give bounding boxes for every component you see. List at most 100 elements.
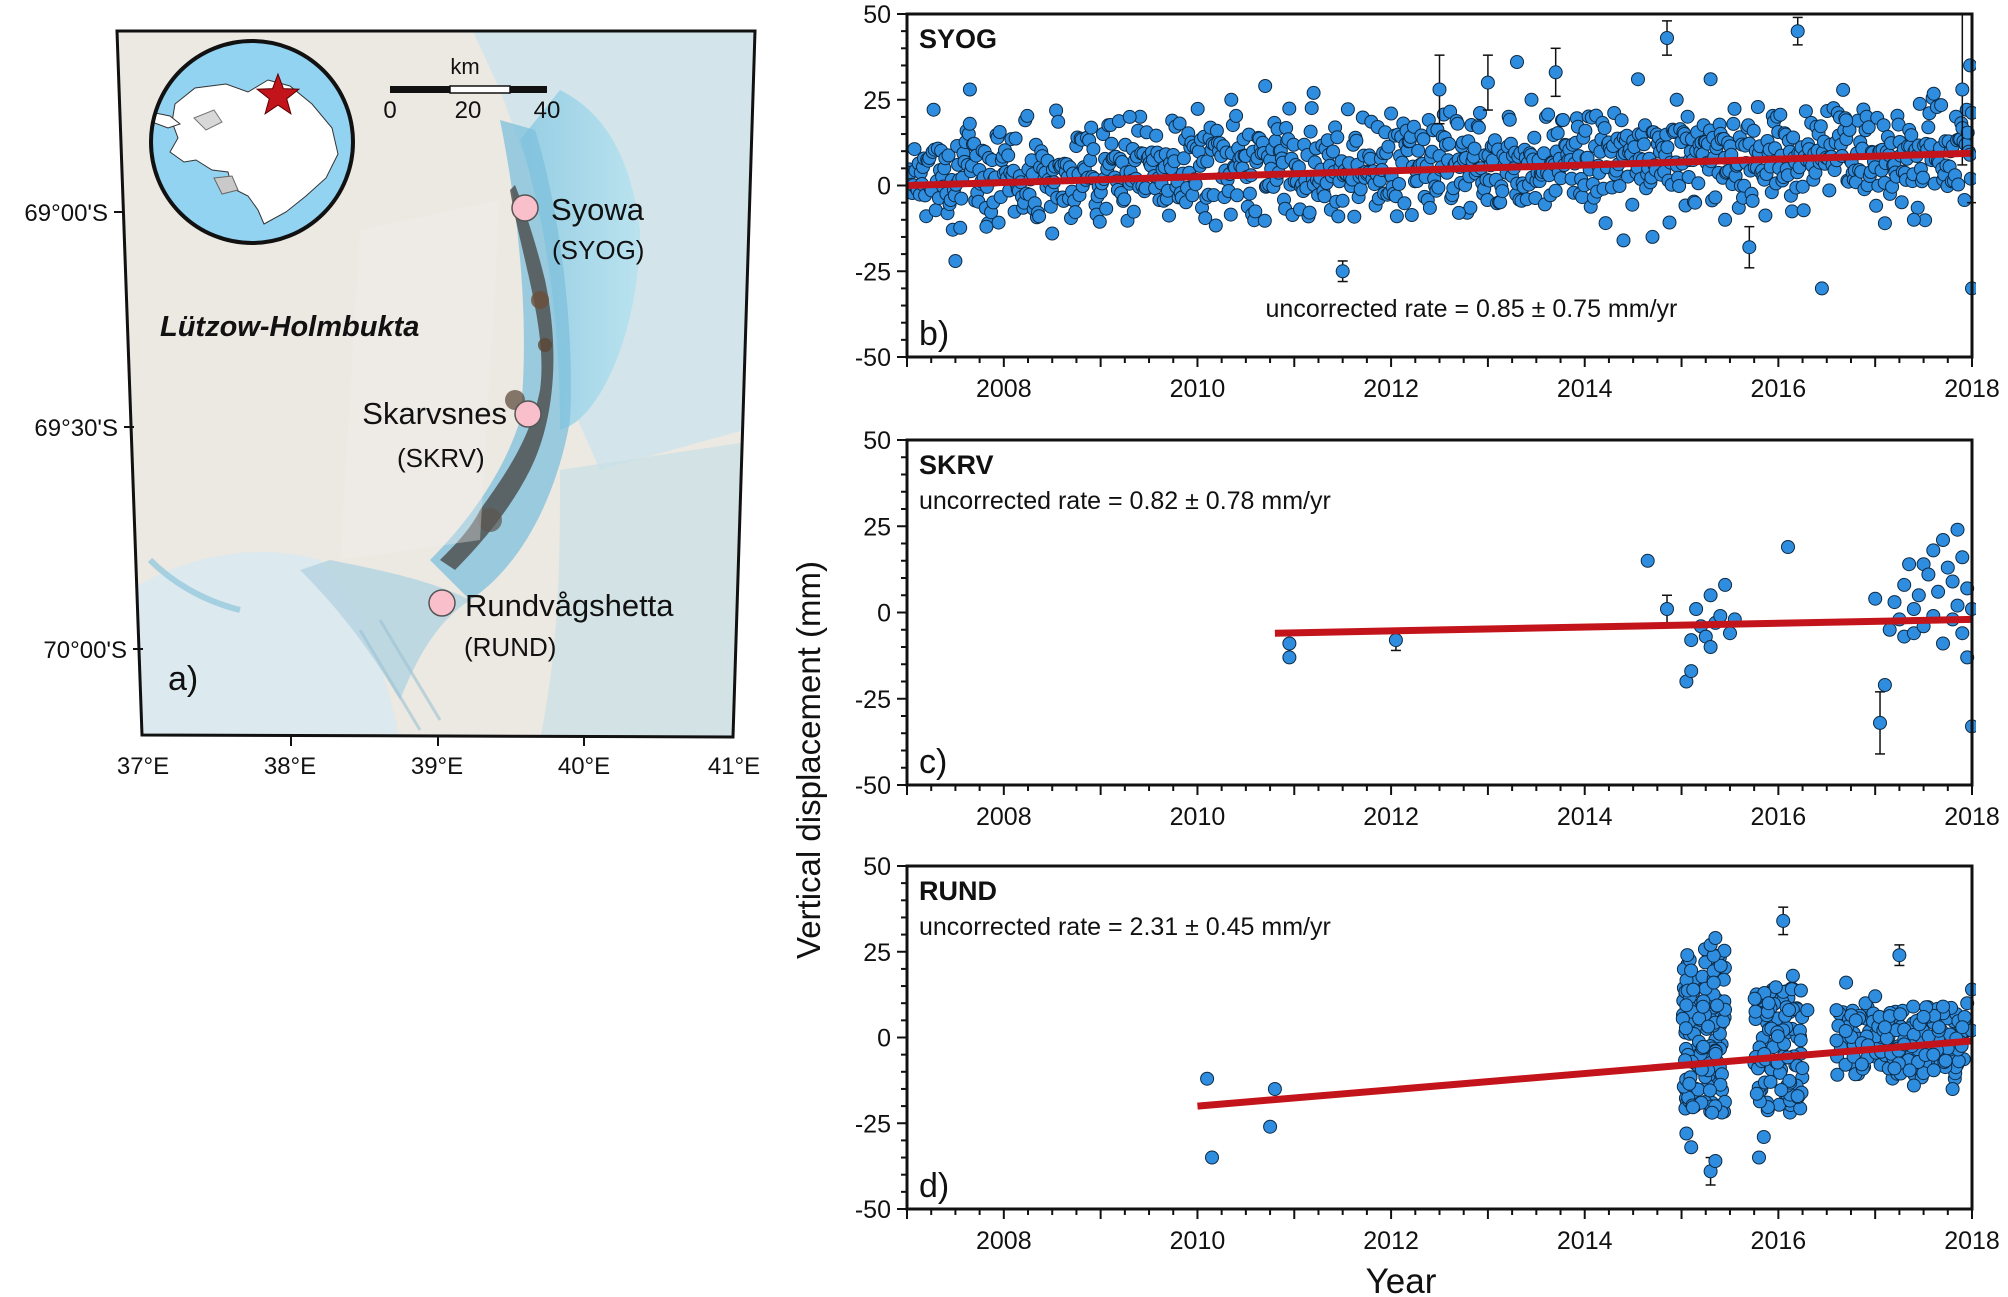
station-title: SKRV [919, 450, 994, 480]
data-point [1223, 207, 1238, 222]
data-point [1696, 999, 1710, 1014]
station-name: Skarvsnes [362, 396, 507, 431]
data-point [1612, 179, 1627, 193]
data-point [1422, 200, 1437, 215]
data-point [1786, 130, 1801, 145]
x-tick-label: 2018 [1944, 1227, 2000, 1255]
data-point [1578, 123, 1593, 138]
data-point [1198, 211, 1213, 226]
data-point [1660, 31, 1674, 45]
data-point [1397, 196, 1412, 211]
panel-rund: -50 -25 0 25 50 2008 2010 2012 2014 2016 2018 RUND u… [855, 853, 2000, 1255]
data-point [1790, 24, 1805, 39]
data-point [992, 125, 1007, 139]
data-point [1887, 1061, 1902, 1076]
data-point [1257, 213, 1272, 228]
data-point [1616, 233, 1631, 248]
data-point [1702, 1083, 1717, 1098]
satellite-image [117, 31, 755, 737]
panel-skrv: -50 -25 0 25 50 2008 2010 2012 2014 2016 2018 SKRV u… [855, 427, 2000, 831]
data-point [1906, 1078, 1921, 1093]
data-point [1726, 116, 1741, 131]
data-point [1208, 218, 1223, 233]
trend-line [1197, 1037, 1973, 1110]
data-point [1906, 602, 1921, 616]
y-tick-label: 50 [863, 1, 891, 29]
data-point [1710, 998, 1725, 1013]
data-point [1389, 209, 1404, 224]
x-tick-label: 2012 [1363, 803, 1419, 831]
map-panel: 69°00'S 69°30'S 70°00'S 37°E 38°E 39°E 4… [24, 29, 760, 780]
rate-annotation: uncorrected rate = 0.82 ± 0.78 mm/yr [919, 487, 1331, 515]
data-point [1718, 577, 1733, 592]
data-point [1381, 139, 1396, 154]
data-point [1117, 192, 1132, 207]
data-point [979, 219, 994, 234]
y-tick-label: 25 [863, 513, 891, 541]
x-tick-label: 2010 [1170, 1227, 1226, 1255]
data-point [1317, 189, 1332, 204]
data-point [1822, 183, 1837, 198]
trend-line [907, 149, 1973, 189]
data-point [1708, 931, 1723, 945]
data-point [1955, 1020, 1970, 1035]
data-point [1902, 1063, 1917, 1078]
data-point [1934, 98, 1949, 113]
data-point [1936, 533, 1950, 547]
lon-label-4: 40°E [558, 753, 610, 780]
data-point [1893, 1007, 1908, 1022]
data-point [1340, 102, 1355, 117]
data-point [1723, 626, 1737, 641]
panel-label: c) [919, 743, 947, 781]
data-point [1086, 142, 1101, 157]
data-point [1384, 106, 1399, 121]
data-point [1548, 183, 1563, 198]
x-tick-label: 2010 [1170, 375, 1226, 403]
data-point [1404, 208, 1419, 222]
data-point [1921, 120, 1936, 135]
data-point [1854, 1057, 1869, 1072]
map-frame [115, 29, 757, 739]
data-point [1684, 963, 1699, 978]
data-point [1926, 1047, 1941, 1062]
y-tick-label: 50 [863, 427, 891, 455]
x-tick-label: 2008 [976, 1227, 1032, 1255]
data-point [1001, 148, 1016, 163]
data-point [1897, 577, 1912, 592]
data-point [1625, 197, 1640, 212]
station-code: (SYOG) [552, 235, 644, 265]
data-point [1836, 82, 1851, 97]
data-point [1858, 996, 1873, 1011]
data-point [1550, 126, 1565, 141]
y-tick-label: 25 [863, 939, 891, 967]
data-point [1793, 1033, 1808, 1048]
data-point [1960, 650, 1975, 665]
data-point [1829, 1003, 1844, 1018]
data-point [1662, 215, 1677, 230]
data-point [1467, 141, 1482, 156]
data-point [1906, 999, 1921, 1014]
data-point [1955, 626, 1970, 641]
lat-label-2: 69°30'S [34, 415, 118, 442]
data-point [1685, 1100, 1700, 1115]
data-point [1471, 120, 1486, 135]
data-point [1122, 109, 1137, 124]
rate-annotation: uncorrected rate = 2.31 ± 0.45 mm/yr [919, 913, 1331, 941]
x-tick-label: 2008 [976, 803, 1032, 831]
star-icon [255, 72, 301, 115]
data-point [1680, 948, 1695, 963]
data-point [1556, 113, 1570, 127]
data-point [1950, 522, 1965, 537]
data-point [1931, 1020, 1946, 1035]
data-point [1442, 136, 1457, 151]
lon-label-1: 37°E [117, 753, 169, 780]
data-point [1020, 108, 1035, 123]
data-point [1782, 1003, 1796, 1017]
data-point [1781, 540, 1795, 554]
data-point [1798, 104, 1813, 119]
data-point [1104, 136, 1119, 151]
data-point [1631, 72, 1645, 87]
panel-label: d) [919, 1167, 949, 1205]
data-point [1773, 107, 1788, 122]
data-point [1963, 58, 1976, 73]
